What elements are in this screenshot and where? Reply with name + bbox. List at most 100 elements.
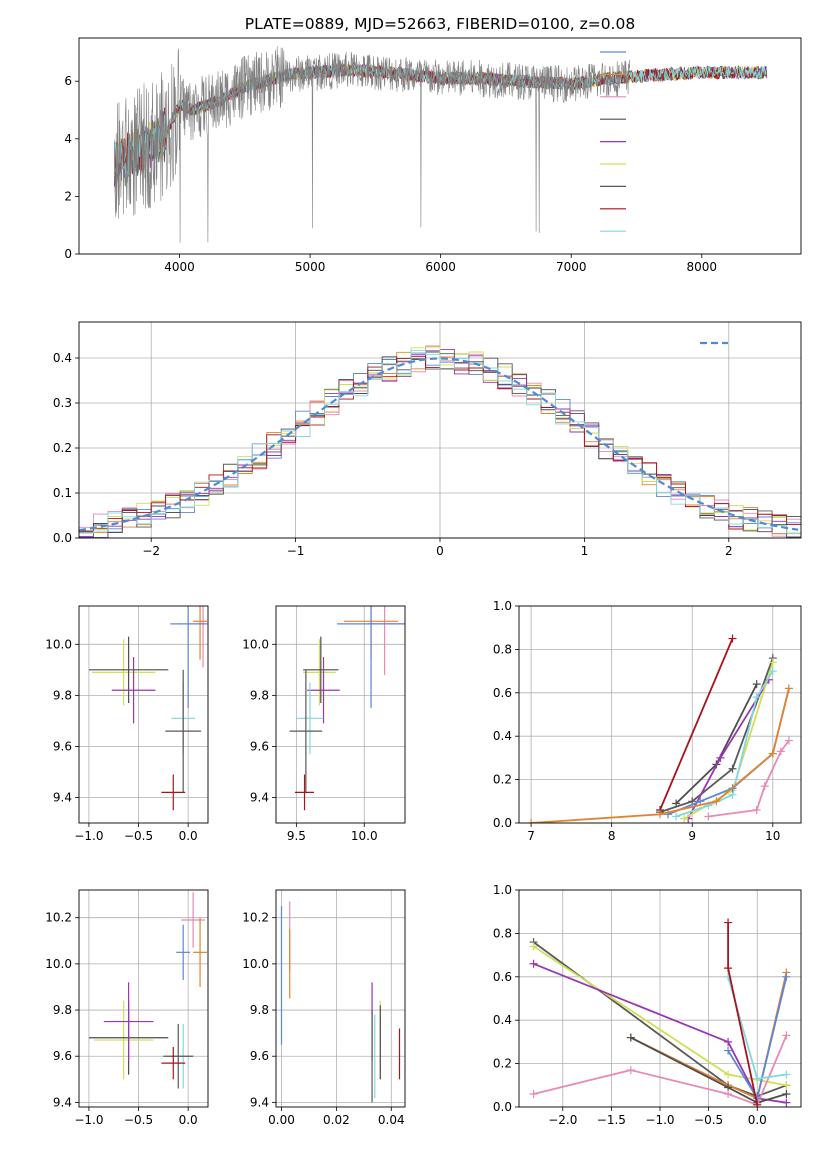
y-tick-label: 4 bbox=[64, 132, 72, 146]
y-tick-label: 9.6 bbox=[250, 739, 269, 753]
x-tick-label: 2 bbox=[725, 544, 733, 558]
data-point-marker bbox=[782, 972, 791, 981]
x-tick-label: 9 bbox=[688, 829, 696, 843]
mass-weight-vs-age-panel: 7 8 9 10 0.0 0.2 0.4 0.6 0.8 1.0 bbox=[493, 599, 802, 843]
x-tick-label: 0.02 bbox=[323, 1113, 350, 1127]
y-tick-label: 10.0 bbox=[45, 637, 72, 651]
axes-frame bbox=[518, 605, 802, 824]
data-point-marker bbox=[752, 680, 761, 689]
x-tick-label: −1 bbox=[287, 544, 305, 558]
y-tick-label: 6 bbox=[64, 74, 72, 88]
x-tick-label: 1 bbox=[581, 544, 589, 558]
axes-frame bbox=[78, 889, 209, 1108]
y-tick-label: 0.0 bbox=[53, 531, 72, 545]
y-tick-label: 0.0 bbox=[493, 1100, 512, 1114]
data-point-marker bbox=[672, 812, 681, 821]
data-point-marker bbox=[768, 749, 777, 758]
mass-weight-series-line bbox=[659, 657, 774, 813]
data-point-marker bbox=[626, 1066, 635, 1075]
data-point-marker bbox=[768, 658, 777, 667]
data-point-marker bbox=[782, 1098, 791, 1107]
y-tick-label: 9.6 bbox=[53, 1049, 72, 1063]
data-point-marker bbox=[529, 959, 538, 968]
y-tick-label: 9.4 bbox=[250, 790, 269, 804]
residuals-panel: −2 −1 0 1 2 0.0 0.1 0.2 0.3 0.4 bbox=[53, 321, 802, 558]
y-tick-label: 0.3 bbox=[53, 396, 72, 410]
x-tick-label: −1.5 bbox=[597, 1113, 626, 1127]
data-point-marker bbox=[782, 1089, 791, 1098]
y-tick-label: 9.6 bbox=[250, 1049, 269, 1063]
data-point-marker bbox=[527, 819, 536, 823]
y-tick-label: 10.0 bbox=[242, 637, 269, 651]
plot-area bbox=[527, 634, 793, 823]
data-point-marker bbox=[529, 942, 538, 951]
y-tick-label: 9.4 bbox=[250, 1095, 269, 1109]
data-point-marker bbox=[716, 753, 725, 762]
x-tick-label: 0.00 bbox=[268, 1113, 295, 1127]
data-point-marker bbox=[696, 797, 705, 806]
x-tick-label: 7 bbox=[527, 829, 535, 843]
y-tick-label: 9.8 bbox=[53, 688, 72, 702]
x-tick-label: 0.0 bbox=[179, 829, 198, 843]
figure-title: PLATE=0889, MJD=52663, FIBERID=0100, z=0… bbox=[245, 15, 635, 33]
y-tick-label: 0 bbox=[64, 247, 72, 261]
data-point-marker bbox=[724, 1070, 733, 1079]
y-tick-label: 1.0 bbox=[493, 883, 512, 897]
axes-frame bbox=[78, 321, 802, 539]
y-tick-label: 2 bbox=[64, 189, 72, 203]
x-tick-label: 7000 bbox=[556, 260, 587, 274]
x-tick-label: −1.0 bbox=[74, 829, 103, 843]
x-tick-label: −2 bbox=[142, 544, 160, 558]
y-tick-label: 1.0 bbox=[493, 599, 512, 613]
mass-weight-series-line bbox=[659, 638, 734, 811]
y-tick-label: 0.6 bbox=[493, 686, 512, 700]
data-point-marker bbox=[776, 747, 785, 756]
x-tick-label: 10.0 bbox=[351, 829, 378, 843]
plot-area bbox=[88, 606, 208, 811]
data-point-marker bbox=[626, 1033, 635, 1042]
data-point-marker bbox=[752, 805, 761, 814]
data-point-marker bbox=[782, 1070, 791, 1079]
data-point-marker bbox=[724, 918, 733, 927]
x-tick-label: 0.04 bbox=[378, 1113, 405, 1127]
y-tick-label: 0.4 bbox=[493, 729, 512, 743]
data-point-marker bbox=[782, 1081, 791, 1090]
x-tick-label: 4000 bbox=[164, 260, 195, 274]
x-tick-label: −1.0 bbox=[645, 1113, 674, 1127]
x-tick-label: −1.0 bbox=[74, 1113, 103, 1127]
data-point-marker bbox=[753, 1100, 762, 1107]
x-tick-label: 8000 bbox=[687, 260, 718, 274]
y-tick-label: 9.8 bbox=[250, 688, 269, 702]
data-point-marker bbox=[728, 764, 737, 773]
data-point-marker bbox=[728, 634, 737, 643]
data-point-marker bbox=[672, 799, 681, 808]
y-tick-label: 0.6 bbox=[493, 970, 512, 984]
y-tick-label: 0.4 bbox=[53, 351, 72, 365]
axes-frame bbox=[518, 889, 802, 1108]
mass-weight-series-line bbox=[533, 962, 787, 1104]
axes-frame bbox=[78, 37, 802, 255]
x-tick-label: 8 bbox=[608, 829, 616, 843]
gaussian-reference-curve bbox=[79, 357, 799, 532]
y-tick-label: 0.2 bbox=[493, 1057, 512, 1071]
y-tick-label: 0.8 bbox=[493, 926, 512, 940]
data-point-marker bbox=[680, 814, 689, 823]
data-point-marker bbox=[656, 810, 664, 819]
y-tick-label: 10.0 bbox=[45, 957, 72, 971]
data-point-marker bbox=[704, 812, 713, 821]
y-tick-label: 9.8 bbox=[250, 1003, 269, 1017]
mass-weight-series-line bbox=[667, 688, 790, 816]
x-tick-label: 6000 bbox=[425, 260, 456, 274]
plot-area bbox=[79, 345, 801, 538]
x-tick-label: 9.5 bbox=[287, 829, 306, 843]
plot-area bbox=[289, 606, 405, 811]
data-point-marker bbox=[782, 1031, 791, 1040]
x-tick-label: 0.0 bbox=[179, 1113, 198, 1127]
y-tick-label: 10.0 bbox=[242, 957, 269, 971]
data-point-marker bbox=[724, 1037, 733, 1046]
data-point-marker bbox=[752, 693, 761, 702]
x-tick-label: −0.5 bbox=[124, 829, 153, 843]
plot-area bbox=[529, 918, 791, 1107]
x-tick-label: −0.5 bbox=[694, 1113, 723, 1127]
y-tick-label: 10.2 bbox=[45, 911, 72, 925]
